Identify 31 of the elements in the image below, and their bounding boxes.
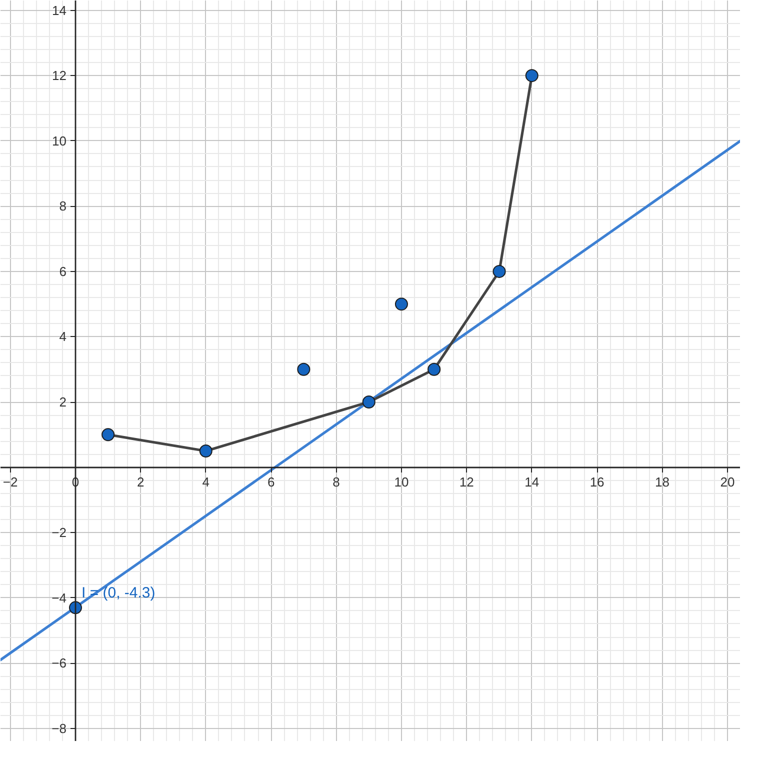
point	[68, 601, 82, 614]
point	[362, 396, 376, 408]
y-tick-label: 6	[59, 264, 66, 279]
point	[297, 362, 310, 376]
x-tick-label: −2	[2, 474, 18, 490]
y-tick-label: 10	[52, 133, 66, 148]
x-tick-label: 12	[459, 474, 474, 490]
x-tick-label: 10	[394, 474, 409, 490]
point	[525, 69, 538, 82]
x-tick-label: 14	[524, 474, 540, 490]
y-tick-label: 2	[59, 394, 66, 410]
x-tick-label: 8	[332, 474, 340, 490]
x-tick-label: 16	[590, 474, 604, 490]
y-tick-label: 8	[59, 198, 66, 214]
y-tick-label: 12	[52, 68, 66, 84]
y-tick-label: −4	[52, 590, 66, 606]
x-tick-label: 2	[137, 474, 144, 490]
point	[492, 264, 506, 278]
y-tick-label: 14	[52, 2, 66, 18]
x-tick-label: 18	[655, 474, 670, 490]
y-tick-label: 4	[59, 329, 66, 344]
y-tick-label: −8	[52, 720, 66, 736]
x-tick-label: 4	[202, 474, 210, 490]
point	[394, 298, 408, 311]
point	[199, 444, 212, 458]
y-tick-label: −6	[52, 656, 66, 671]
x-tick-label: 6	[267, 474, 275, 490]
point	[102, 428, 115, 442]
y-tick-label: −2	[52, 525, 66, 540]
x-tick-label: 20	[720, 474, 735, 490]
point	[428, 362, 441, 376]
